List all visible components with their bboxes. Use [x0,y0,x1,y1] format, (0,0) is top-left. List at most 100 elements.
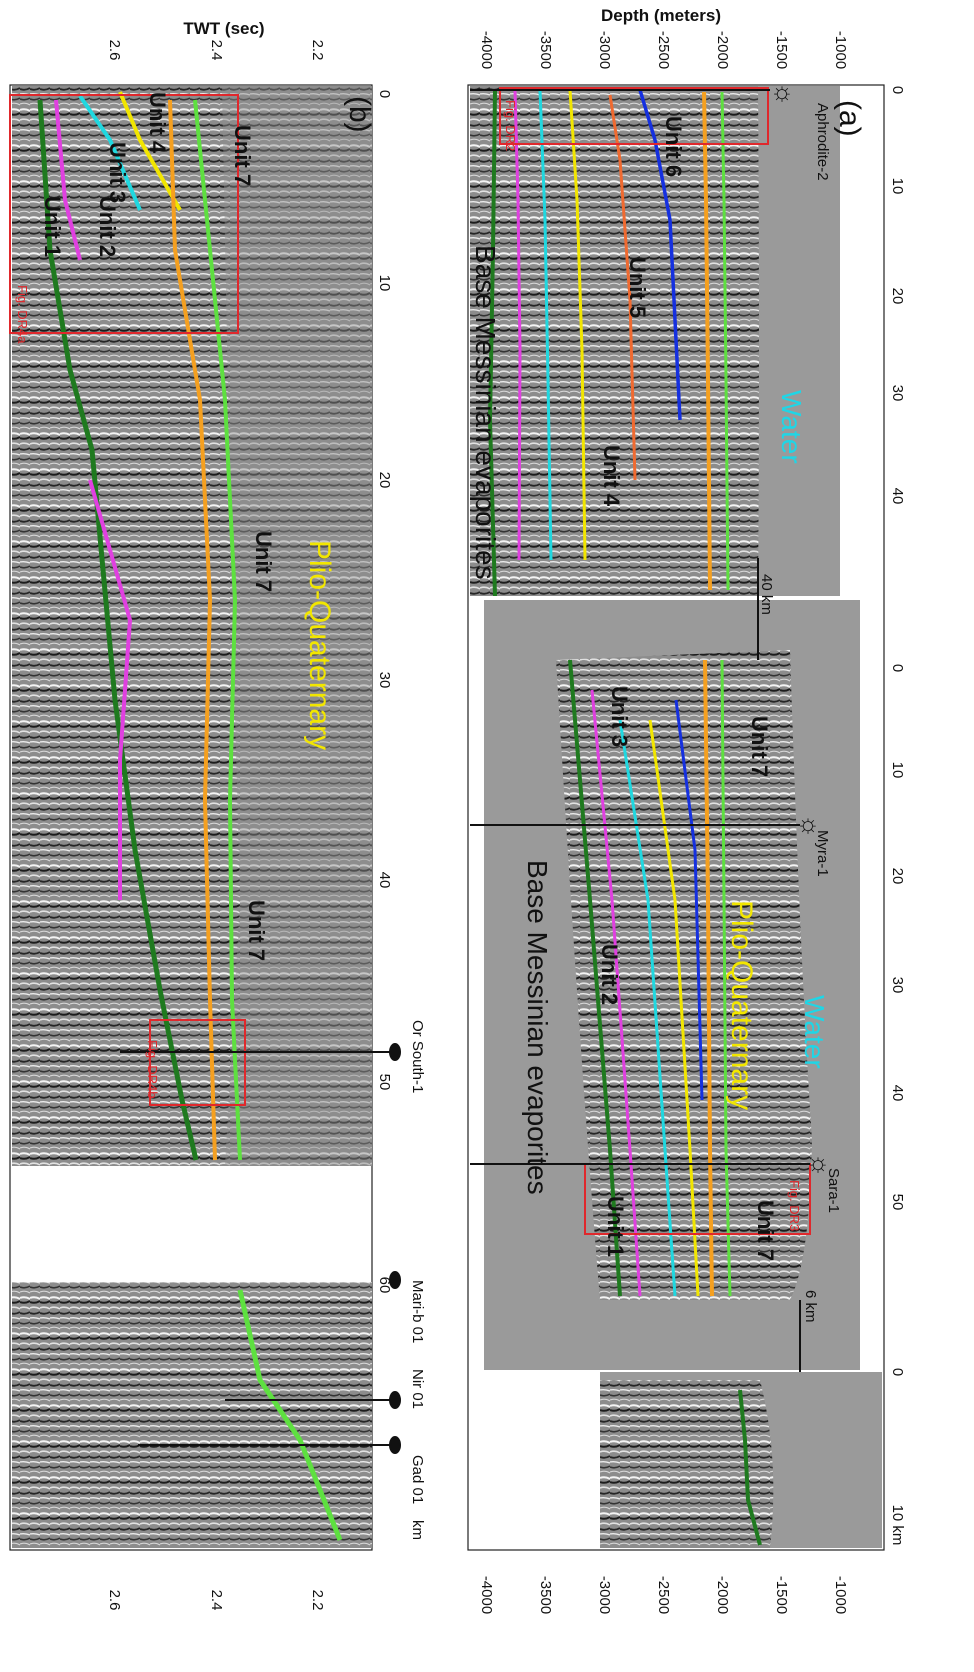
depth-tick-top-3: -2500 [655,31,672,69]
dist-tick-a1-3: 30 [889,385,906,402]
depth-tick-top-0: -1000 [832,31,849,69]
horizon-unit7-a2 [703,659,714,1297]
twt-axis-title: TWT (sec) [183,19,264,38]
plio-quaternary-label-a: Plio-Quaternary [725,900,758,1110]
dist-tick-a2-0: 0 [889,664,906,672]
well-dot-gad [389,1436,401,1454]
unit3-label-b: Unit 3 [105,142,130,203]
unit7-label-a2: Unit 7 [753,1200,778,1261]
well-dot-mari [389,1271,401,1289]
twt-tick-top-0: 2.2 [309,40,326,61]
dist-tick-b-0: 0 [376,90,393,98]
unit3-label-a: Unit 3 [607,686,632,747]
depth-tick-bottom-2: -2000 [714,1576,731,1614]
figref-box-dr4a [9,94,239,334]
figref-box-dr4b [149,1019,246,1106]
seismic-fill-a1 [470,86,759,596]
depth-tick-bottom-4: -3000 [596,1576,613,1614]
well-label-mari: Mari-b 01 [409,1280,426,1343]
depth-tick-bottom-6: -4000 [478,1576,495,1614]
twt-tick-bottom-0: 2.2 [309,1590,326,1611]
unit7-label-a1: Unit 7 [747,716,772,777]
well-symbol-aphrodite: ☼ [770,76,794,106]
unit7-label-b3: Unit 7 [244,900,269,961]
horizon-unit4-b [118,91,182,211]
dist-tick-b-2: 20 [376,472,393,489]
twt-tick-top-2: 2.6 [106,40,123,61]
depth-tick-top-5: -3500 [537,31,554,69]
figref-label-dr2: Fig. DR2 [503,100,518,151]
horizon-unit7-b [168,99,217,1161]
panel-b-label: (b) [343,96,376,133]
figref-box-dr2 [499,87,769,145]
dist-tick-a3-1: 10 km [889,1505,906,1546]
dist-tick-a1-4: 40 [889,488,906,505]
depth-axis-title-top: Depth (meters) [601,6,721,25]
depth-tick-top-6: -4000 [478,31,495,69]
well-symbol-myra: ☼ [796,808,820,838]
depth-tick-top-1: -1500 [773,31,790,69]
dist-tick-b-5: 50 [376,1074,393,1091]
depth-tick-bottom-1: -1500 [773,1576,790,1614]
unit2-label-b: Unit 2 [95,196,120,257]
dist-tick-a1-0: 0 [889,86,906,94]
unit5-label-a: Unit 5 [625,257,650,318]
seismic-fill-a3 [600,1380,774,1548]
dist-tick-a2-2: 20 [889,868,906,885]
dist-tick-b-1: 10 [376,275,393,292]
horizon-unit1-b [37,99,199,1161]
dist-tick-a2-1: 10 [889,762,906,779]
unit1-label-b: Unit 1 [40,196,65,257]
horizon-unit3-b [78,94,142,211]
horizon-unit1-a1 [487,89,497,597]
bme-label-a1: Base Messinian evaporites [470,245,501,580]
well-dot-nir [389,1391,401,1409]
water-label-a2: Water [799,995,830,1069]
seismic-fill-a2 [556,650,812,1300]
depth-tick-bottom-0: -1000 [832,1576,849,1614]
plio-quaternary-label-b: Plio-Quaternary [303,540,336,750]
unit2-label-a: Unit 2 [597,944,622,1005]
seismic-fill-b1 [12,86,372,1166]
well-label-sara: Sara-1 [825,1168,842,1213]
depth-tick-top-4: -3000 [596,31,613,69]
dist-tick-a2-3: 30 [889,977,906,994]
dist-tick-a1-1: 10 [889,178,906,195]
panel-a-label: (a) [833,100,866,137]
horizon-unit2-b1 [54,99,82,261]
depth-tick-bottom-3: -2500 [655,1576,672,1614]
upper-section-shade [222,86,372,1166]
unit4-label-a: Unit 4 [599,445,624,507]
well-dot-or-south [389,1043,401,1061]
horizon-top-a2 [720,659,732,1297]
horizon-unit6-a1 [638,89,682,421]
unit1-label-a: Unit 1 [603,1196,628,1257]
horizon-unit2-b2 [88,479,133,900]
figref-label-dr4b: Fig. DR4b [145,1040,160,1099]
scalebar-6km-label: 6 km [802,1290,819,1323]
depth-tick-bottom-5: -3500 [537,1576,554,1614]
horizon-unit3-a2 [618,719,677,1297]
unit7-label-b1: Unit 7 [230,125,255,186]
dist-tick-a1-2: 20 [889,288,906,305]
bme-label-a2: Base Messinian evaporites [522,860,553,1195]
seismic-fill-b2 [12,1282,372,1548]
scalebar-40km-label: 40 km [758,574,775,615]
well-symbol-sara: ☼ [806,1147,830,1177]
dist-tick-a2-5: 50 [889,1194,906,1211]
twt-tick-bottom-1: 2.4 [208,1590,225,1611]
panel-a: ☼ ☼ ☼ (a) Aphrodite-2 Myra-1 Sara-1 Fig.… [467,6,906,1614]
dist-tick-a2-4: 40 [889,1085,906,1102]
dist-tick-a3-0: 0 [889,1368,906,1376]
dist-unit-km-b: km [409,1520,426,1540]
well-label-gad: Gad 01 [409,1455,426,1504]
well-label-aphrodite: Aphrodite-2 [814,103,831,181]
twt-tick-top-1: 2.4 [208,40,225,61]
well-label-nir: Nir 01 [409,1369,426,1409]
dist-tick-b-6: 60 [376,1277,393,1294]
horizon-unit2-a2 [590,689,642,1297]
horizon-unit5-a1 [608,94,637,481]
unit7-label-b2: Unit 7 [251,531,276,592]
twt-tick-bottom-2: 2.6 [106,1590,123,1611]
horizon-unit1-a2 [568,659,622,1297]
